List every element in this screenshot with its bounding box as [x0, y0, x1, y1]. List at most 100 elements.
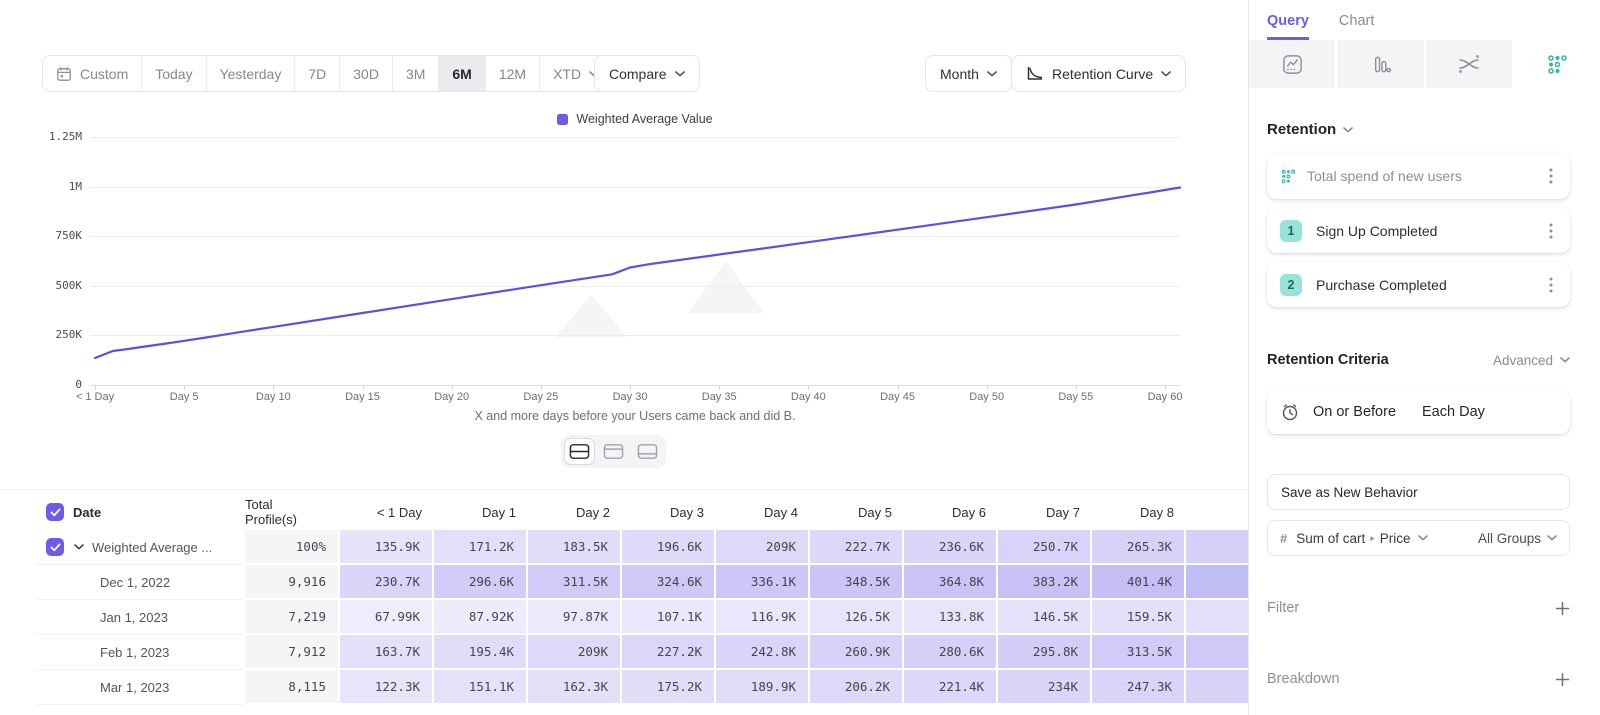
retention-value-cell[interactable]: 250.7K [998, 530, 1092, 565]
range-custom[interactable]: Custom [43, 56, 141, 91]
range-12m[interactable]: 12M [484, 56, 539, 91]
retention-value-cell[interactable]: 175.2K [622, 670, 716, 705]
retention-value-cell[interactable]: 311.5K [528, 565, 622, 600]
retention-timing-card[interactable]: On or Before Each Day [1267, 390, 1570, 434]
retention-value-cell[interactable]: 97.87K [528, 600, 622, 635]
layout-split-view-button[interactable] [565, 439, 594, 464]
add-breakdown-button[interactable] [1555, 672, 1570, 687]
retention-value-cell[interactable]: 163.7K [340, 635, 434, 670]
range-3m[interactable]: 3M [391, 56, 438, 91]
retention-value-cell[interactable]: 196.6K [622, 530, 716, 565]
save-as-new-behavior-button[interactable]: Save as New Behavior [1267, 474, 1570, 510]
range-7d[interactable]: 7D [294, 56, 339, 91]
retention-value-cell[interactable]: 221.4K [904, 670, 998, 705]
table-header-day-5: Day 5 [858, 504, 892, 520]
add-filter-button[interactable] [1555, 601, 1570, 616]
analysis-tab-insights[interactable] [1249, 40, 1336, 88]
retention-value-cell[interactable]: 348.5K [810, 565, 904, 600]
retention-value-cell[interactable]: 126.5K [810, 600, 904, 635]
retention-value-cell[interactable]: 133.8K [904, 600, 998, 635]
retention-value-cell[interactable]: 209K [528, 635, 622, 670]
chart-legend-item[interactable]: Weighted Average Value [90, 112, 1180, 126]
range-yesterday[interactable]: Yesterday [205, 56, 295, 91]
retention-value-cell[interactable]: 146.5K [998, 600, 1092, 635]
row-label-text: Dec 1, 2022 [100, 574, 171, 590]
retention-value-cell[interactable]: 265.3K [1092, 530, 1186, 565]
checkbox-checked[interactable] [46, 538, 64, 556]
x-axis-caption: X and more days before your Users came b… [474, 409, 796, 423]
y-axis-tick-label: 1.25M [48, 130, 82, 143]
retention-value-cell[interactable]: 364.8K [904, 565, 998, 600]
retention-value-cell[interactable]: 183.5K [528, 530, 622, 565]
retention-value-cell[interactable]: 401.4K [1092, 565, 1186, 600]
criteria-mode-dropdown[interactable]: Advanced [1493, 353, 1570, 368]
row-label-text: Mar 1, 2023 [100, 679, 170, 695]
x-axis-tick-label: Day 5 [169, 391, 199, 403]
granularity-button[interactable]: Month [925, 55, 1012, 92]
retention-value-cell[interactable]: 206.2K [810, 670, 904, 705]
range-6m[interactable]: 6M [438, 56, 485, 91]
range-label: 12M [498, 65, 527, 82]
retention-value-cell[interactable]: 122.3K [340, 670, 434, 705]
retention-value-cell[interactable]: 107.1K [622, 600, 716, 635]
retention-value-cell[interactable]: 135.9K [340, 530, 434, 565]
retention-value-cell[interactable]: 159.5K [1092, 600, 1186, 635]
behavior-step-1[interactable]: 1 Sign Up Completed [1267, 208, 1570, 253]
retention-value-cell[interactable]: 295.8K [998, 635, 1092, 670]
retention-value-cell[interactable]: 189.9K [716, 670, 810, 705]
retention-value-cell[interactable]: 336.1K [716, 565, 810, 600]
range-label: 3M [405, 65, 426, 82]
retention-value-cell[interactable]: 222.7K [810, 530, 904, 565]
measure-row[interactable]: # Sum of cart ▸ Price All Groups [1267, 520, 1570, 556]
range-30d[interactable]: 30D [339, 56, 392, 91]
analysis-tab-retention[interactable] [1511, 40, 1600, 88]
x-axis-tick [184, 385, 186, 390]
retention-value-cell[interactable]: 227.2K [622, 635, 716, 670]
retention-value-cell[interactable]: 234K [998, 670, 1092, 705]
retention-value-cell[interactable]: 209K [716, 530, 810, 565]
retention-value-cell[interactable]: 230.7K [340, 565, 434, 600]
retention-value-cell[interactable]: 87.92K [434, 600, 528, 635]
tab-query[interactable]: Query [1267, 13, 1309, 40]
kebab-menu-icon[interactable] [1545, 165, 1557, 187]
layout-chart-view-button[interactable] [599, 439, 628, 464]
chevron-down-icon[interactable] [74, 544, 84, 550]
retention-value-cell[interactable]: 242.8K [716, 635, 810, 670]
retention-value-cell[interactable]: 151.1K [434, 670, 528, 705]
compare-button[interactable]: Compare [594, 55, 700, 92]
retention-value-cell[interactable]: 296.6K [434, 565, 528, 600]
chevron-down-icon [1547, 535, 1557, 541]
retention-value-cell[interactable]: 383.2K [998, 565, 1092, 600]
analysis-tab-flow[interactable] [1423, 40, 1512, 88]
groups-dropdown[interactable]: All Groups [1478, 531, 1557, 546]
chart-type-label: Retention Curve [1052, 65, 1154, 82]
retention-value-cell[interactable]: 236.6K [904, 530, 998, 565]
tab-chart[interactable]: Chart [1338, 13, 1375, 29]
groups-label: All Groups [1477, 530, 1541, 546]
kebab-menu-icon[interactable] [1545, 274, 1557, 296]
checkbox-checked[interactable] [46, 503, 64, 521]
retention-value-cell[interactable]: 280.6K [904, 635, 998, 670]
retention-value-cell[interactable]: 171.2K [434, 530, 528, 565]
property-caret-icon: ▸ [1370, 532, 1375, 543]
kebab-menu-icon[interactable] [1545, 220, 1557, 242]
retention-value-cell[interactable]: 195.4K [434, 635, 528, 670]
layout-table-view-button[interactable] [633, 439, 662, 464]
behavior-step-2[interactable]: 2 Purchase Completed [1267, 262, 1570, 307]
retention-section-toggle[interactable]: Retention [1267, 121, 1570, 138]
retention-value-cell[interactable]: 162.3K [528, 670, 622, 705]
behavior-card[interactable]: Total spend of new users [1267, 153, 1570, 199]
retention-value-cell[interactable]: 313.5K [1092, 635, 1186, 670]
analysis-tab-bar-chart[interactable] [1335, 40, 1424, 88]
chevron-down-icon [1343, 126, 1353, 133]
range-today[interactable]: Today [141, 56, 205, 91]
retention-value-cell[interactable]: 116.9K [716, 600, 810, 635]
retention-chart-plot[interactable] [90, 137, 1182, 390]
step-number-badge: 2 [1280, 273, 1302, 296]
retention-value-cell[interactable]: 324.6K [622, 565, 716, 600]
retention-value-cell[interactable]: 260.9K [810, 635, 904, 670]
retention-value-cell[interactable]: 67.99K [340, 600, 434, 635]
retention-value-cell[interactable]: 247.3K [1092, 670, 1186, 705]
x-axis-tick [1075, 385, 1077, 390]
chart-type-button[interactable]: Retention Curve [1011, 55, 1187, 92]
